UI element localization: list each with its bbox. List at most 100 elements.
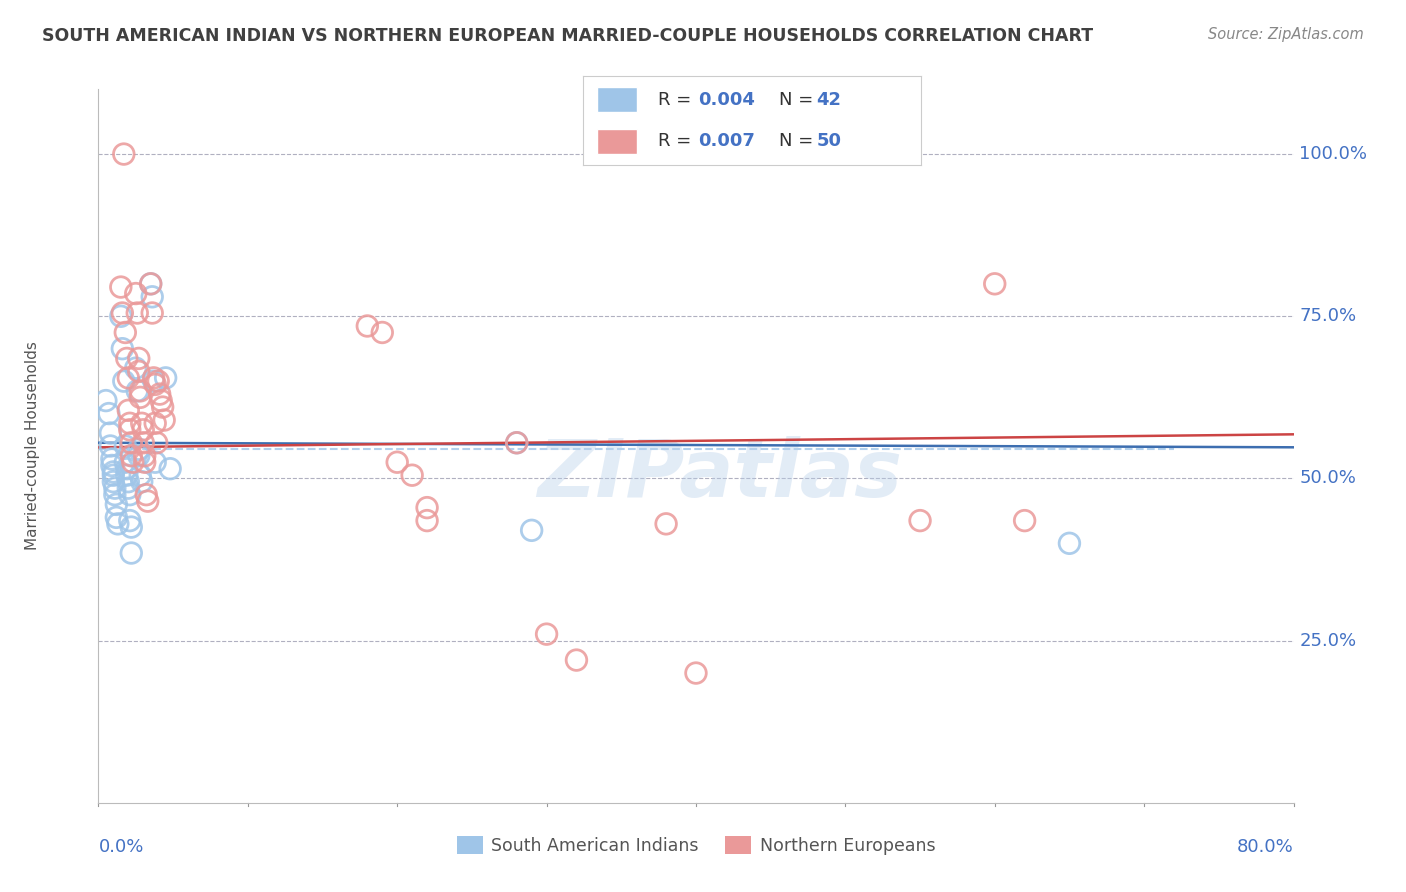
Point [132,435,155,450]
Text: R =: R = [658,91,697,109]
Point [136,494,159,508]
Point [97,407,120,421]
Point [128,364,150,378]
Point [983,277,1005,291]
Point [143,377,166,392]
Point [416,500,439,515]
Point [401,468,423,483]
Point [685,666,707,681]
Point [142,371,165,385]
Point [115,351,138,366]
Point [121,455,143,469]
Point [118,488,141,502]
Point [104,488,127,502]
Point [104,481,127,495]
Text: 50.0%: 50.0% [1299,469,1357,487]
Legend: South American Indians, Northern Europeans: South American Indians, Northern Europea… [450,830,942,862]
Text: 0.0%: 0.0% [98,838,143,856]
Point [127,384,149,398]
Point [117,475,139,489]
Text: Married-couple Households: Married-couple Households [25,342,41,550]
Point [371,326,394,340]
Point [120,435,142,450]
Text: 0.004: 0.004 [699,91,755,109]
Point [141,306,163,320]
Point [103,475,125,489]
Point [145,435,167,450]
Point [101,452,124,467]
Point [129,384,152,398]
Text: ZIPatlas: ZIPatlas [537,435,903,514]
Point [385,455,409,469]
Point [908,514,931,528]
Text: 0.007: 0.007 [699,132,755,150]
Point [117,371,139,385]
Text: 50: 50 [817,132,841,150]
Point [111,342,134,356]
Point [110,280,132,294]
Point [103,468,125,483]
Text: 100.0%: 100.0% [1299,145,1368,163]
Text: Source: ZipAtlas.com: Source: ZipAtlas.com [1208,27,1364,42]
Point [129,390,152,404]
Point [416,514,439,528]
Point [115,468,138,483]
Point [118,417,141,431]
Point [105,510,128,524]
Point [112,374,135,388]
Point [132,423,155,437]
Point [134,455,156,469]
Point [114,455,136,469]
Point [149,387,172,401]
Point [127,306,149,320]
Point [107,516,129,531]
Point [1014,514,1036,528]
Point [129,468,152,483]
Point [150,393,173,408]
Text: SOUTH AMERICAN INDIAN VS NORTHERN EUROPEAN MARRIED-COUPLE HOUSEHOLDS CORRELATION: SOUTH AMERICAN INDIAN VS NORTHERN EUROPE… [42,27,1094,45]
Point [142,374,165,388]
Point [117,481,139,495]
Point [152,400,174,414]
Point [103,465,125,479]
Text: 75.0%: 75.0% [1299,307,1357,326]
Point [506,435,529,450]
Point [114,439,136,453]
FancyBboxPatch shape [598,87,637,112]
Point [131,475,153,489]
Point [135,488,157,502]
Point [125,286,148,301]
Point [128,351,150,366]
Point [655,516,678,531]
Point [143,455,166,469]
Point [128,449,150,463]
Point [520,524,543,538]
Point [111,306,134,320]
Point [117,403,139,417]
Text: N =: N = [779,91,820,109]
Point [506,435,529,450]
Point [148,374,170,388]
Point [125,361,148,376]
Point [565,653,588,667]
Point [118,514,141,528]
Point [115,461,138,475]
Point [94,393,117,408]
Point [134,449,156,463]
Point [128,442,150,457]
Text: 80.0%: 80.0% [1237,838,1294,856]
Point [143,417,166,431]
Point [110,310,132,324]
Point [1059,536,1081,550]
Point [155,371,177,385]
Point [120,546,142,560]
Point [105,497,128,511]
Point [139,277,162,291]
Point [98,439,122,453]
Point [112,147,135,161]
Text: 25.0%: 25.0% [1299,632,1357,649]
Text: R =: R = [658,132,697,150]
Point [159,461,181,475]
Point [118,423,141,437]
Point [536,627,558,641]
